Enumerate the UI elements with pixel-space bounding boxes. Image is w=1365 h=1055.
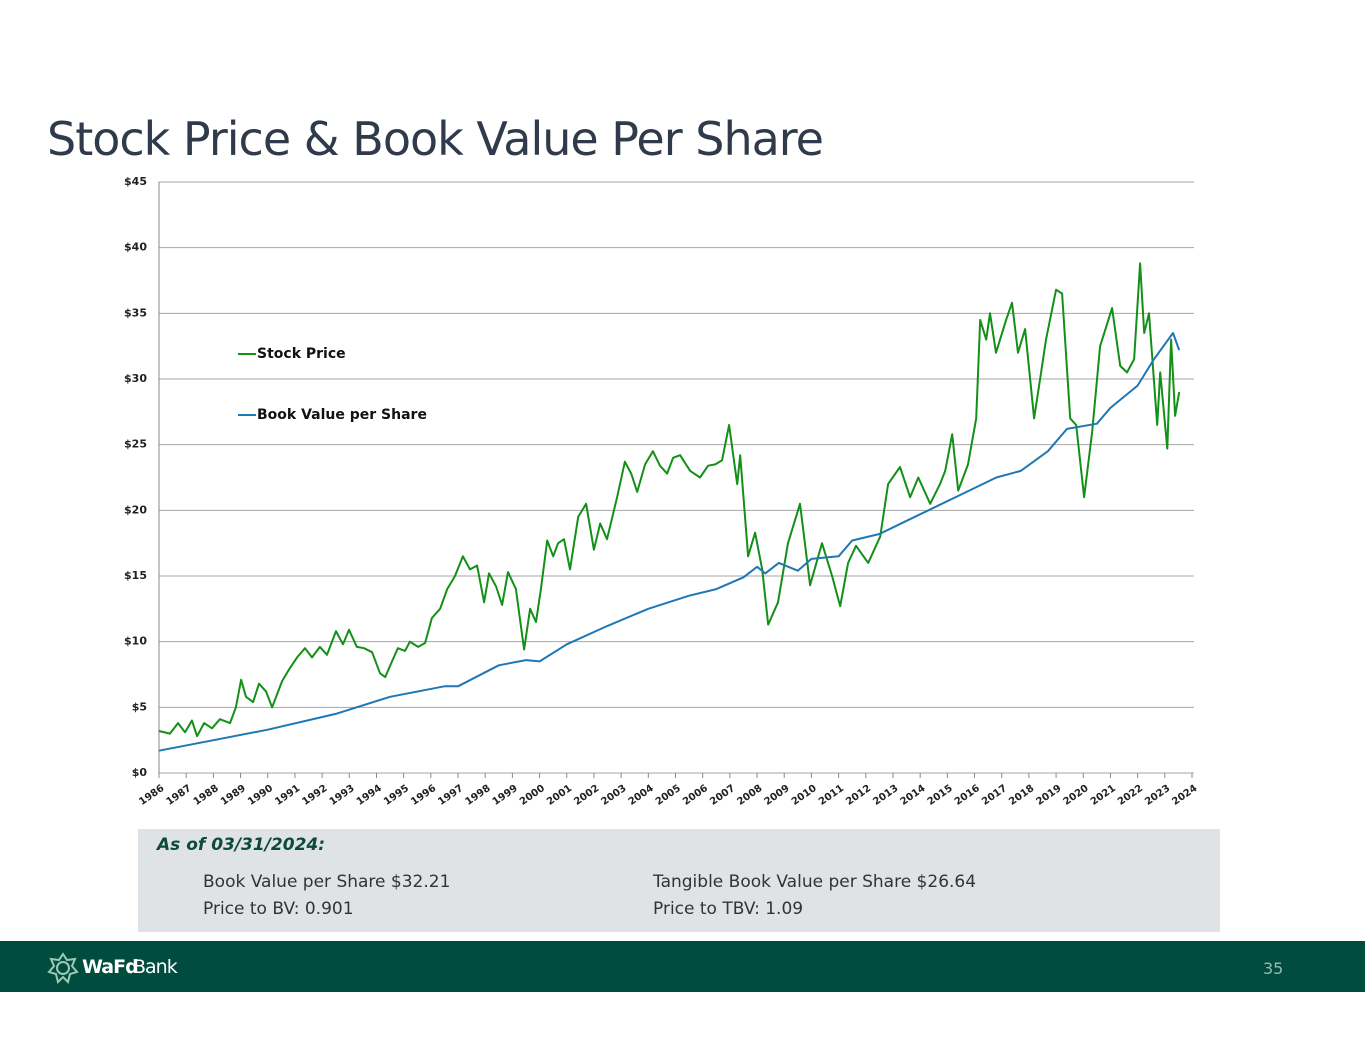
x-tick-label: 1989 [219, 783, 248, 808]
series-line [158, 262, 1181, 738]
x-tick-label: 2023 [1143, 783, 1172, 808]
x-tick-label: 1992 [300, 783, 329, 808]
x-tick-label: 2017 [980, 783, 1009, 808]
x-tick-label: 2003 [599, 783, 628, 808]
y-tick-label: $5 [132, 700, 147, 713]
x-tick-label: 1986 [137, 783, 166, 808]
x-tick-label: 2001 [545, 783, 574, 808]
y-tick-label: $30 [124, 372, 147, 385]
x-tick-label: 2018 [1007, 783, 1036, 808]
x-tick-label: 2008 [735, 783, 764, 808]
x-tick-label: 2012 [844, 783, 873, 808]
chart: $0 $5 $10 $15 $20 $25 $30 $35 $40 $45 198619871988… [124, 175, 1199, 808]
x-tick-label: 2019 [1034, 783, 1063, 808]
x-tick-label: 1999 [491, 783, 520, 808]
x-tick-label: 1995 [382, 783, 411, 808]
x-tick-label: 1991 [273, 783, 302, 808]
x-tick-label: 2015 [926, 783, 955, 808]
footer: WaFd Bank 35 [0, 941, 1365, 992]
info-item: Price to TBV: 1.09 [653, 899, 804, 919]
y-tick-label: $25 [124, 438, 147, 451]
y-tick-label: $45 [124, 175, 147, 188]
legend-label: Stock Price [257, 346, 346, 362]
y-tick-label: $40 [124, 241, 147, 254]
x-tick-label: 2021 [1089, 783, 1118, 808]
y-tick-label: $10 [124, 635, 147, 648]
x-tick-label: 2011 [817, 783, 846, 808]
x-tick-label: 2009 [763, 783, 792, 808]
info-box: As of 03/31/2024: Book Value per Share $… [138, 829, 1220, 932]
x-tick-label: 2005 [654, 783, 683, 808]
info-item: Price to BV: 0.901 [203, 899, 354, 919]
x-tick-label: 2013 [871, 783, 900, 808]
info-item: Tangible Book Value per Share $26.64 [653, 872, 977, 892]
logo-text: WaFd [82, 956, 139, 978]
x-tick-label: 2016 [953, 783, 982, 808]
slide-title: Stock Price & Book Value Per Share [47, 112, 824, 166]
x-tick-label: 1988 [192, 783, 221, 808]
info-item: Book Value per Share $32.21 [203, 872, 451, 892]
x-tick-label: 2020 [1062, 783, 1091, 808]
x-tick-label: 1996 [409, 783, 438, 808]
y-tick-label: $15 [124, 569, 147, 582]
x-tick-label: 1997 [436, 783, 465, 808]
x-tick-label: 2024 [1170, 783, 1199, 808]
page-number: 35 [1263, 959, 1284, 978]
x-tick-label: 2002 [572, 783, 601, 808]
x-tick-label: 2010 [790, 783, 819, 808]
x-tick-label: 2007 [708, 783, 737, 808]
x-tick-label: 2004 [627, 783, 656, 808]
logo-text: Bank [133, 956, 178, 978]
x-tick-label: 1990 [246, 783, 275, 808]
x-tick-label: 2000 [518, 783, 547, 808]
logo-icon [47, 952, 79, 984]
x-tick-label: 1994 [355, 783, 384, 808]
x-tick-label: 2022 [1116, 783, 1145, 808]
x-tick-label: 1993 [328, 783, 357, 808]
y-tick-label: $20 [124, 503, 147, 516]
info-heading: As of 03/31/2024: [157, 835, 326, 855]
x-tick-label: 2014 [898, 783, 927, 808]
y-tick-label: $35 [124, 306, 147, 319]
y-tick-label: $0 [132, 766, 148, 779]
x-tick-label: 1987 [165, 783, 194, 808]
legend-label: Book Value per Share [257, 407, 427, 423]
series-line [158, 332, 1181, 752]
x-tick-label: 2006 [681, 783, 710, 808]
x-tick-label: 1998 [464, 783, 493, 808]
